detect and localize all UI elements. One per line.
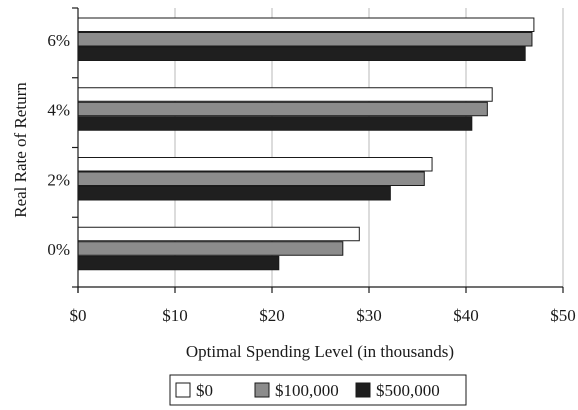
y-tick-label: 0% bbox=[47, 240, 70, 259]
axes bbox=[72, 7, 564, 293]
y-tick-label: 2% bbox=[47, 170, 70, 189]
legend-box bbox=[169, 374, 467, 406]
x-tick-label: $40 bbox=[453, 306, 479, 325]
tick-labels: $0 $10 $20 $30 $40 $50 0% 2% 4% 6% bbox=[47, 31, 575, 325]
y-tick-label: 6% bbox=[47, 31, 70, 50]
legend-swatch-0 bbox=[175, 382, 191, 398]
bar-0pct-series-1 bbox=[77, 241, 344, 256]
x-tick-label: $50 bbox=[550, 306, 576, 325]
legend-label-1: $100,000 bbox=[275, 381, 339, 400]
bar-2pct-series-0 bbox=[77, 157, 433, 172]
legend-swatch-1 bbox=[254, 382, 270, 398]
bar-4pct-series-2 bbox=[77, 116, 473, 131]
legend-label-2: $500,000 bbox=[376, 381, 440, 400]
bar-6pct-series-0 bbox=[77, 17, 535, 32]
x-tick-label: $30 bbox=[356, 306, 382, 325]
bar-0pct-series-2 bbox=[77, 255, 280, 271]
bars bbox=[77, 17, 535, 271]
x-tick-label: $10 bbox=[162, 306, 188, 325]
legend: $0 $100,000 $500,000 bbox=[169, 374, 467, 406]
bar-6pct-series-2 bbox=[77, 46, 526, 61]
x-tick-label: $0 bbox=[70, 306, 87, 325]
bar-2pct-series-2 bbox=[77, 186, 391, 201]
legend-swatch-2 bbox=[355, 382, 371, 398]
x-tick-label: $20 bbox=[259, 306, 285, 325]
bar-4pct-series-0 bbox=[77, 87, 493, 102]
bar-6pct-series-1 bbox=[77, 32, 533, 47]
y-tick-label: 4% bbox=[47, 101, 70, 120]
legend-label-0: $0 bbox=[196, 381, 213, 400]
bar-4pct-series-1 bbox=[77, 101, 488, 117]
bar-2pct-series-1 bbox=[77, 171, 425, 186]
y-axis-label: Real Rate of Return bbox=[11, 82, 30, 218]
x-axis-label: Optimal Spending Level (in thousands) bbox=[186, 342, 454, 361]
bar-0pct-series-0 bbox=[77, 226, 360, 242]
